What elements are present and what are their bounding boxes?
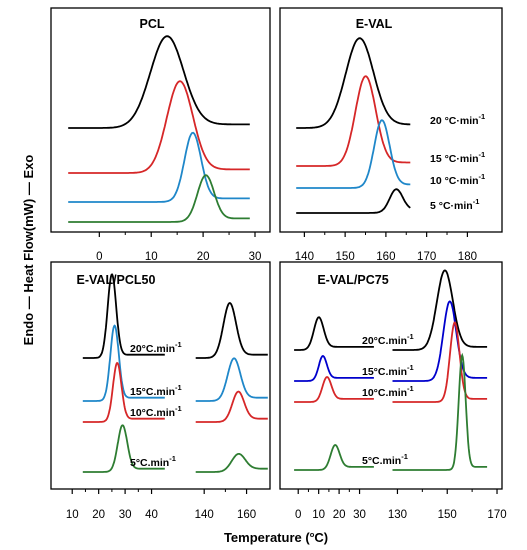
panel-frame-pcl: [50, 7, 271, 233]
x-tick-label: 10: [312, 509, 325, 521]
rate-label: 10°C.min-1: [130, 404, 182, 419]
panel-title-evalpcl50: E-VAL/PCL50: [77, 273, 156, 287]
rate-label: 20°C.min-1: [130, 340, 182, 355]
x-axis-unit-open: (: [305, 530, 310, 545]
rate-label: 5°C.min-1: [362, 452, 408, 467]
series-curve: [82, 424, 165, 473]
panel-frame-eval: [279, 7, 503, 233]
rate-label: 15°C.min-1: [130, 383, 182, 398]
x-tick-label: 160: [376, 251, 395, 263]
x-tick-label: 180: [458, 251, 477, 263]
rate-label-text: 15 °C·min: [430, 153, 479, 165]
rate-label-text: 5°C.min: [130, 457, 169, 469]
rate-label-text: 20°C.min: [362, 335, 407, 347]
series-curve: [195, 357, 268, 402]
panel-title-pcl: PCL: [140, 17, 165, 31]
series-curve: [68, 174, 250, 223]
x-axis-unit-close: C): [314, 530, 328, 545]
panel-title-eval: E-VAL: [356, 17, 393, 31]
rate-label-exponent: -1: [175, 383, 182, 392]
rate-label: 5°C.min-1: [130, 454, 176, 469]
x-tick-label: 130: [388, 509, 407, 521]
x-tick-label: 40: [145, 509, 158, 521]
rate-label-exponent: -1: [169, 454, 176, 463]
series-curve: [392, 300, 488, 382]
rate-label-exponent: -1: [175, 404, 182, 413]
rate-label-text: 5 °C·min: [430, 200, 473, 212]
series-curve: [195, 390, 268, 423]
x-axis-unit-sup: o: [310, 530, 315, 539]
x-tick-label: 30: [249, 251, 262, 263]
x-tick-label: 20: [197, 251, 210, 263]
rate-label: 15 °C·min-1: [430, 150, 485, 165]
x-tick-label: 30: [119, 509, 132, 521]
series-curve: [294, 316, 374, 351]
series-curve: [392, 269, 488, 351]
rate-label-text: 20°C.min: [130, 343, 175, 355]
rate-label: 20 °C·min-1: [430, 112, 485, 127]
series-curve: [195, 453, 268, 473]
rate-label-text: 10 °C·min: [430, 175, 479, 187]
x-tick-label: 0: [295, 509, 301, 521]
x-tick-label: 160: [237, 509, 256, 521]
x-tick-label: 150: [336, 251, 355, 263]
series-curve: [68, 80, 250, 174]
rate-label-exponent: -1: [407, 363, 414, 372]
rate-label: 20°C.min-1: [362, 332, 414, 347]
x-tick-label: 170: [487, 509, 506, 521]
x-tick-label: 20: [333, 509, 346, 521]
series-curve: [68, 131, 250, 203]
series-curve: [195, 302, 268, 359]
x-tick-label: 170: [417, 251, 436, 263]
x-tick-label: 10: [145, 251, 158, 263]
rate-label: 5 °C·min-1: [430, 197, 479, 212]
x-tick-label: 10: [66, 509, 79, 521]
series-curve: [296, 119, 411, 189]
rate-label: 10°C.min-1: [362, 384, 414, 399]
rate-label: 10 °C·min-1: [430, 172, 485, 187]
series-curve: [294, 444, 374, 471]
series-curve: [296, 37, 411, 129]
x-tick-label: 140: [295, 251, 314, 263]
rate-label-exponent: -1: [479, 112, 486, 121]
panel-frame-evalpc75: [279, 261, 503, 490]
x-tick-label: 20: [92, 509, 105, 521]
series-curve: [392, 352, 488, 471]
rate-label-exponent: -1: [473, 197, 480, 206]
rate-label-text: 10°C.min: [362, 387, 407, 399]
rate-label-exponent: -1: [479, 150, 486, 159]
series-curve: [296, 75, 411, 167]
panel-title-evalpc75: E-VAL/PC75: [317, 273, 388, 287]
series-curve: [82, 324, 165, 402]
rate-label: 15°C.min-1: [362, 363, 414, 378]
x-tick-label: 30: [353, 509, 366, 521]
rate-label-text: 10°C.min: [130, 407, 175, 419]
series-curve: [68, 35, 250, 129]
rate-label-exponent: -1: [479, 172, 486, 181]
series-curve: [82, 273, 165, 359]
x-tick-label: 140: [195, 509, 214, 521]
x-axis-label: Temperature (oC): [224, 530, 328, 545]
series-curve: [392, 321, 488, 403]
y-axis-label: Endo — Heat Flow(mW) — Exo: [21, 155, 36, 346]
x-axis-label-text: Temperature: [224, 530, 302, 545]
series-curve: [294, 376, 374, 403]
rate-label-exponent: -1: [175, 340, 182, 349]
series-curve: [294, 355, 374, 382]
series-curve: [296, 188, 411, 214]
x-tick-label: 150: [438, 509, 457, 521]
rate-label-exponent: -1: [407, 332, 414, 341]
rate-label-text: 15°C.min: [130, 386, 175, 398]
series-curve: [82, 361, 165, 423]
panel-frame-evalpcl50: [50, 261, 271, 490]
rate-label-exponent: -1: [407, 384, 414, 393]
rate-label-text: 15°C.min: [362, 366, 407, 378]
rate-label-exponent: -1: [401, 452, 408, 461]
x-tick-label: 0: [96, 251, 102, 263]
rate-label-text: 20 °C·min: [430, 115, 479, 127]
rate-label-text: 5°C.min: [362, 455, 401, 467]
